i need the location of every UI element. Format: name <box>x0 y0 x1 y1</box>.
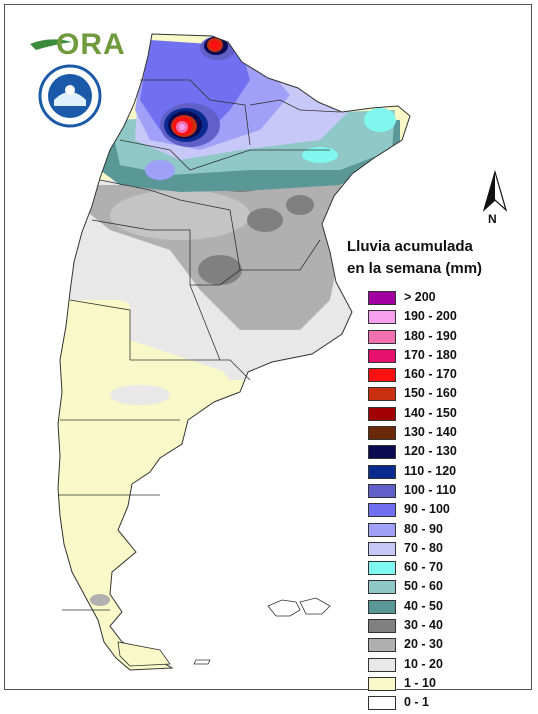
legend-label: 130 - 140 <box>404 425 457 440</box>
legend-label: 10 - 20 <box>404 656 443 671</box>
legend-label: 60 - 70 <box>404 560 443 575</box>
legend-swatch <box>368 310 396 325</box>
legend-label: 150 - 160 <box>404 386 457 401</box>
legend-swatch <box>368 348 396 363</box>
legend-swatch <box>368 445 396 460</box>
legend-label: 30 - 40 <box>404 618 443 633</box>
legend-swatch <box>368 599 396 614</box>
legend-label: 120 - 130 <box>404 444 457 459</box>
legend-swatch <box>368 676 396 691</box>
legend-label: 20 - 30 <box>404 637 443 652</box>
legend-swatch <box>368 368 396 383</box>
country-outline <box>57 33 411 671</box>
province-boundaries <box>58 79 341 611</box>
legend-label: 0 - 1 <box>404 695 430 710</box>
legend-label: 1 - 10 <box>404 675 436 690</box>
legend-swatch <box>368 638 396 653</box>
legend-label: 110 - 120 <box>404 463 457 478</box>
legend-swatch <box>368 522 396 537</box>
north-arrow <box>480 169 510 220</box>
legend-title: Lluvia acumulada en la semana (mm) <box>347 236 482 280</box>
legend-swatch <box>368 464 396 479</box>
legend-swatch <box>368 329 396 344</box>
legend-swatch <box>368 483 396 498</box>
legend-swatch <box>368 696 396 711</box>
legend-label: 180 - 190 <box>404 328 457 343</box>
legend-swatch <box>368 387 396 402</box>
ora-logo: ORA <box>56 28 126 61</box>
tierra-del-fuego <box>117 641 171 667</box>
legend-swatch <box>368 426 396 441</box>
legend-swatch <box>368 406 396 421</box>
legend-swatch <box>368 541 396 556</box>
legend-label: 160 - 170 <box>404 367 457 382</box>
legend-label: 80 - 90 <box>404 521 443 536</box>
legend-label: 170 - 180 <box>404 347 457 362</box>
legend-swatch <box>368 561 396 576</box>
legend-title-line1: Lluvia acumulada <box>347 238 473 255</box>
legend-label: 50 - 60 <box>404 579 443 594</box>
legend-swatch <box>368 291 396 305</box>
malvinas-islands <box>267 597 331 617</box>
legend-label: > 200 <box>404 290 436 304</box>
ora-logo-swoosh <box>30 39 72 50</box>
legend-label: 190 - 200 <box>404 309 457 324</box>
isla-de-los-estados <box>193 659 211 665</box>
legend-label: 140 - 150 <box>404 405 457 420</box>
legend-label: 40 - 50 <box>404 598 443 613</box>
legend-title-line2: en la semana (mm) <box>347 260 483 277</box>
smn-seal <box>38 64 102 128</box>
legend-swatch <box>368 619 396 634</box>
legend-label: 90 - 100 <box>404 502 450 517</box>
north-label: N <box>488 212 497 226</box>
legend-swatch <box>368 503 396 518</box>
legend-label: 70 - 80 <box>404 540 443 555</box>
legend-swatch <box>368 657 396 672</box>
rainfall-map <box>30 33 411 671</box>
legend-label: 100 - 110 <box>404 482 457 497</box>
legend-swatch <box>368 580 396 595</box>
